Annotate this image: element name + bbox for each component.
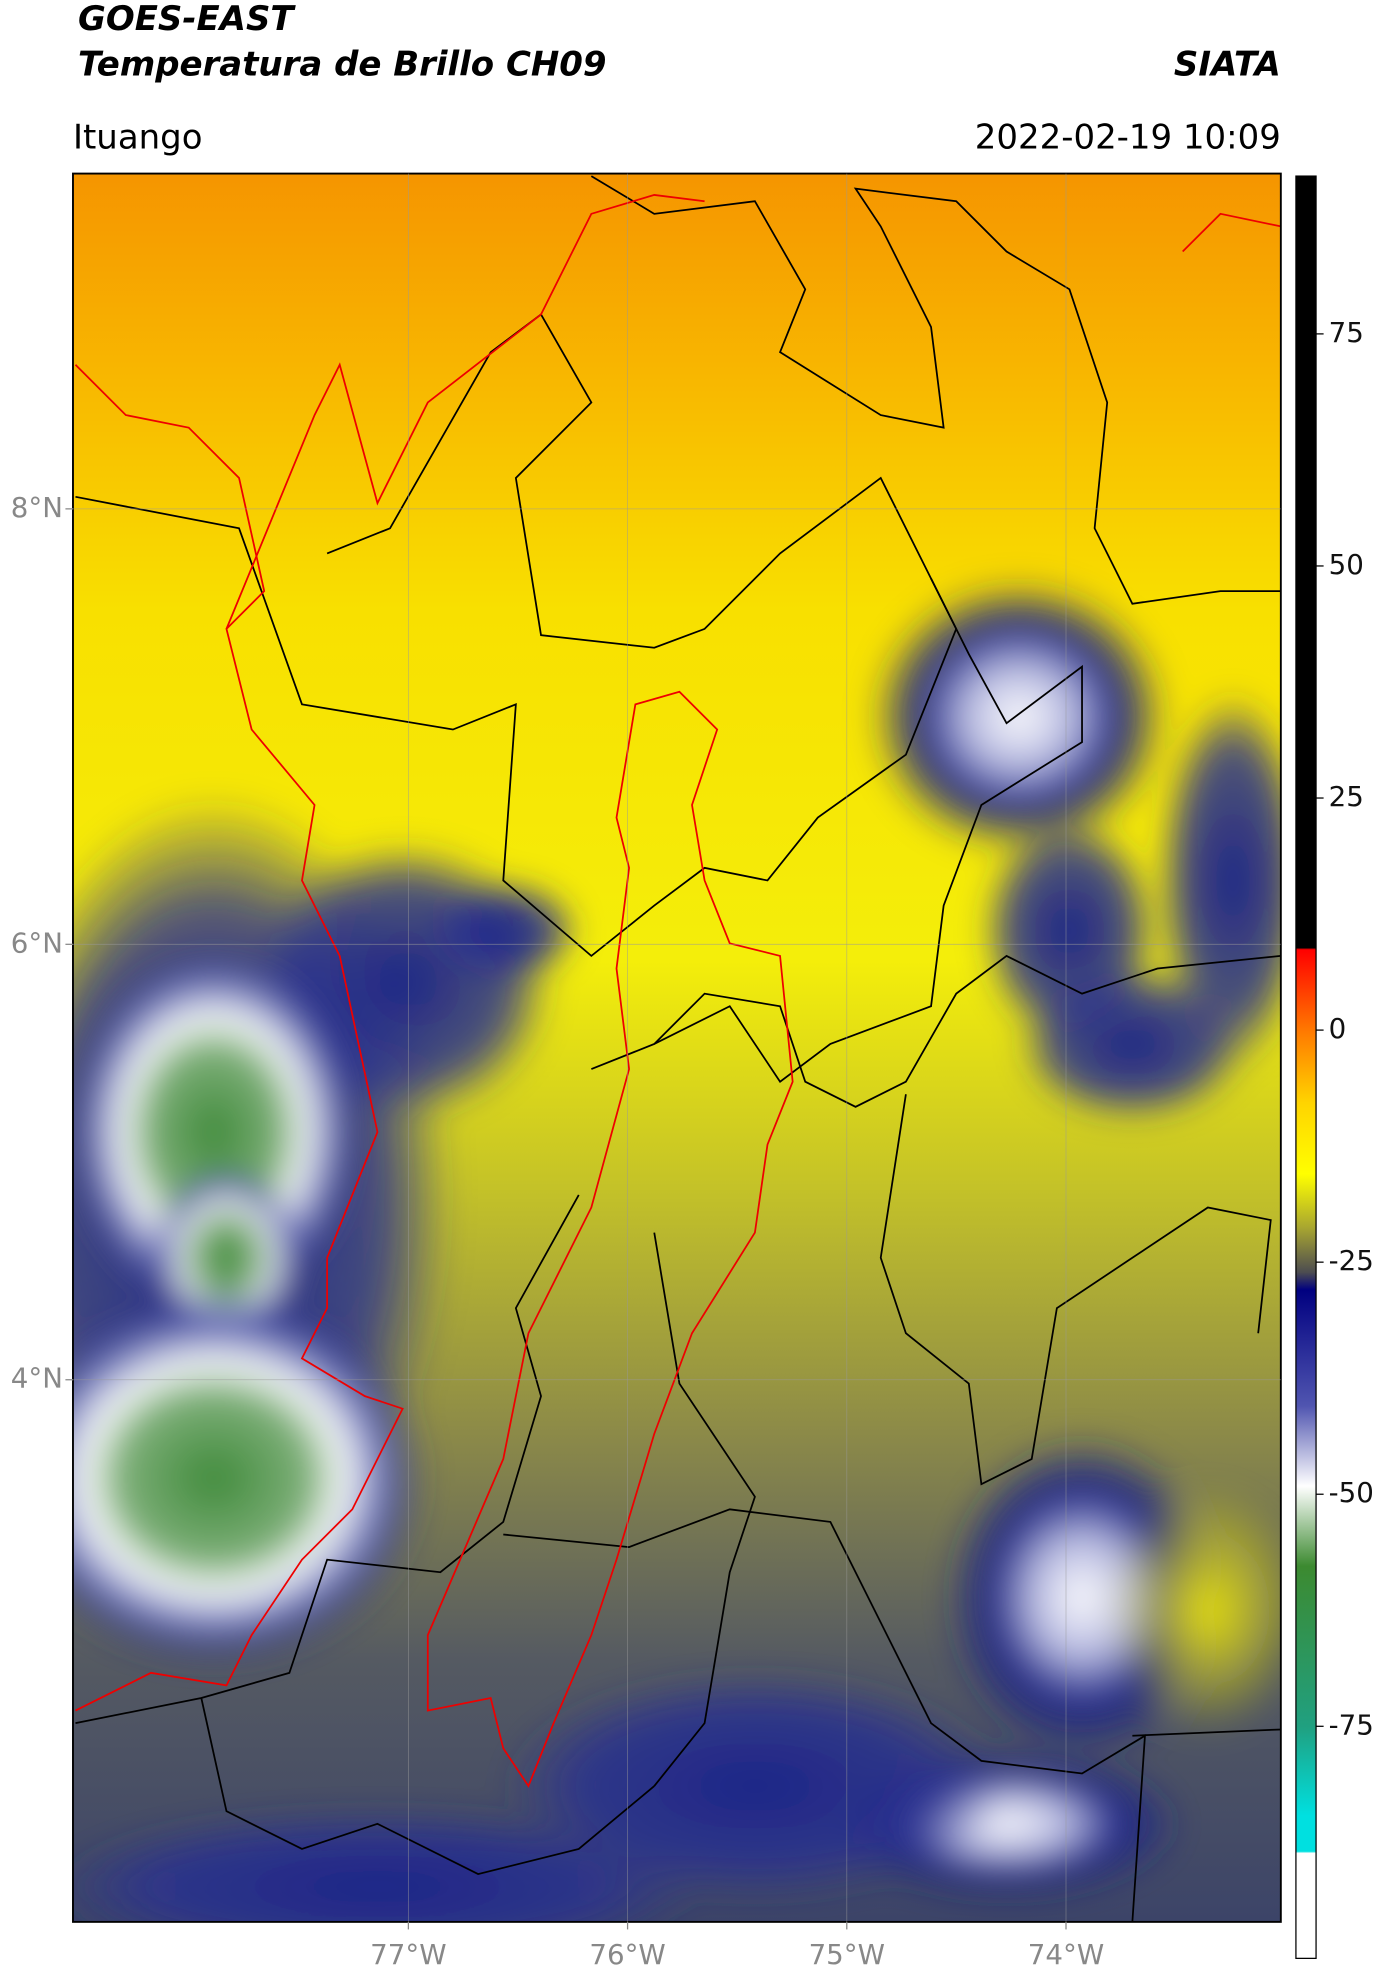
lon-label: 77°W [370, 1938, 446, 1971]
colorbar-label: 50 [1329, 548, 1364, 581]
lat-label: 8°N [11, 491, 63, 524]
borders [75, 175, 1281, 1922]
coast-and-basin [74, 194, 1281, 1788]
lat-label: 4°N [11, 1362, 63, 1395]
satellite-image [72, 173, 1281, 1922]
region: Ituango [73, 117, 203, 157]
colorbar [1295, 175, 1317, 1959]
lat-label: 6°N [11, 926, 63, 959]
colorbar-label: 75 [1329, 316, 1364, 349]
colorbar-label: 0 [1329, 1012, 1347, 1045]
title-line1: GOES-EAST [78, 0, 296, 39]
title-line2: Temperatura de Brillo CH09 [78, 44, 607, 84]
datetime: 2022-02-19 10:09 [975, 117, 1281, 157]
lon-label: 75°W [809, 1938, 885, 1971]
lon-label: 74°W [1028, 1938, 1104, 1971]
cloud-fields [72, 578, 1281, 1922]
colorbar-label: 25 [1329, 780, 1364, 813]
colorbar-label: -25 [1329, 1244, 1374, 1277]
colorbar-label: -50 [1329, 1476, 1374, 1509]
lon-label: 76°W [589, 1938, 665, 1971]
source: SIATA [1174, 44, 1281, 84]
map-frame [72, 172, 1282, 1923]
colorbar-label: -75 [1329, 1708, 1374, 1741]
